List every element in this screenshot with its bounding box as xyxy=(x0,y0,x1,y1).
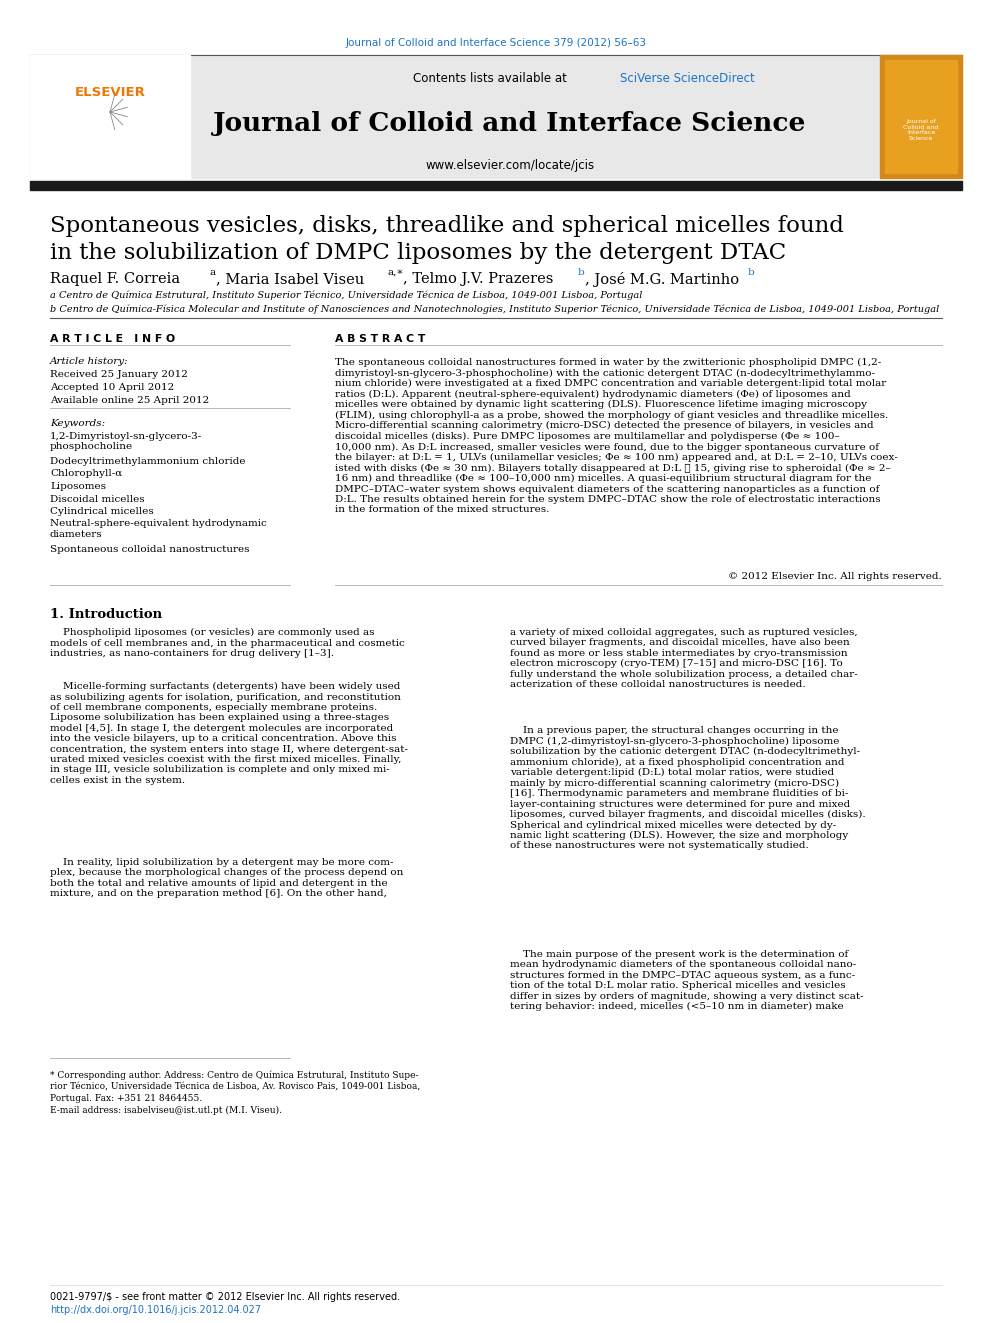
Text: a variety of mixed colloidal aggregates, such as ruptured vesicles,
curved bilay: a variety of mixed colloidal aggregates,… xyxy=(510,628,858,689)
Text: Accepted 10 April 2012: Accepted 10 April 2012 xyxy=(50,382,175,392)
Text: b: b xyxy=(748,269,755,277)
Text: The spontaneous colloidal nanostructures formed in water by the zwitterionic pho: The spontaneous colloidal nanostructures… xyxy=(335,359,898,515)
Bar xyxy=(30,56,962,179)
Text: 0021-9797/$ - see front matter © 2012 Elsevier Inc. All rights reserved.: 0021-9797/$ - see front matter © 2012 El… xyxy=(50,1293,400,1302)
Text: Phospholipid liposomes (or vesicles) are commonly used as
models of cell membran: Phospholipid liposomes (or vesicles) are… xyxy=(50,628,405,658)
Text: , Maria Isabel Viseu: , Maria Isabel Viseu xyxy=(216,273,364,286)
Text: Liposomes: Liposomes xyxy=(50,482,106,491)
Text: www.elsevier.com/locate/jcis: www.elsevier.com/locate/jcis xyxy=(426,159,594,172)
Text: The main purpose of the present work is the determination of
mean hydrodynamic d: The main purpose of the present work is … xyxy=(510,950,864,1011)
Text: b Centro de Química-Física Molecular and Institute of Nanosciences and Nanotechn: b Centro de Química-Física Molecular and… xyxy=(50,304,939,314)
Text: © 2012 Elsevier Inc. All rights reserved.: © 2012 Elsevier Inc. All rights reserved… xyxy=(728,572,942,581)
Text: a Centro de Química Estrutural, Instituto Superior Técnico, Universidade Técnica: a Centro de Química Estrutural, Institut… xyxy=(50,291,643,300)
Text: Neutral-sphere-equivalent hydrodynamic
diameters: Neutral-sphere-equivalent hydrodynamic d… xyxy=(50,520,267,538)
Text: A R T I C L E   I N F O: A R T I C L E I N F O xyxy=(50,333,176,344)
Text: In a previous paper, the structural changes occurring in the
DMPC (1,2-dimyristo: In a previous paper, the structural chan… xyxy=(510,726,866,851)
Text: A B S T R A C T: A B S T R A C T xyxy=(335,333,426,344)
Text: rior Técnico, Universidade Técnica de Lisboa, Av. Rovisco Pais, 1049-001 Lisboa,: rior Técnico, Universidade Técnica de Li… xyxy=(50,1082,421,1091)
Text: a,∗: a,∗ xyxy=(388,269,405,277)
Text: , Telmo J.V. Prazeres: , Telmo J.V. Prazeres xyxy=(403,273,554,286)
Text: Raquel F. Correia: Raquel F. Correia xyxy=(50,273,181,286)
Bar xyxy=(30,56,190,179)
Text: * Corresponding author. Address: Centro de Química Estrutural, Instituto Supe-: * Corresponding author. Address: Centro … xyxy=(50,1070,419,1080)
Text: ELSEVIER: ELSEVIER xyxy=(74,86,146,99)
Text: Journal of Colloid and Interface Science: Journal of Colloid and Interface Science xyxy=(213,111,806,135)
Text: Portugal. Fax: +351 21 8464455.: Portugal. Fax: +351 21 8464455. xyxy=(50,1094,202,1103)
Text: b: b xyxy=(578,269,584,277)
Text: SciVerse ScienceDirect: SciVerse ScienceDirect xyxy=(620,71,755,85)
Text: In reality, lipid solubilization by a detergent may be more com-
plex, because t: In reality, lipid solubilization by a de… xyxy=(50,859,404,898)
Text: Dodecyltrimethylammonium chloride: Dodecyltrimethylammonium chloride xyxy=(50,456,245,466)
Text: 1. Introduction: 1. Introduction xyxy=(50,609,162,620)
Text: Cylindrical micelles: Cylindrical micelles xyxy=(50,507,154,516)
Text: Received 25 January 2012: Received 25 January 2012 xyxy=(50,370,187,378)
Text: Keywords:: Keywords: xyxy=(50,419,105,429)
Bar xyxy=(885,60,957,173)
Text: in the solubilization of DMPC liposomes by the detergent DTAC: in the solubilization of DMPC liposomes … xyxy=(50,242,787,265)
Text: Spontaneous vesicles, disks, threadlike and spherical micelles found: Spontaneous vesicles, disks, threadlike … xyxy=(50,216,844,237)
Text: E-mail address: isabelviseu@ist.utl.pt (M.I. Viseu).: E-mail address: isabelviseu@ist.utl.pt (… xyxy=(50,1106,282,1115)
Text: Available online 25 April 2012: Available online 25 April 2012 xyxy=(50,396,209,405)
Text: Journal of
Colloid and
Interface
Science: Journal of Colloid and Interface Science xyxy=(904,119,938,142)
Text: 1,2-Dimyristoyl-sn-glycero-3-
phosphocholine: 1,2-Dimyristoyl-sn-glycero-3- phosphocho… xyxy=(50,433,202,451)
Text: Micelle-forming surfactants (detergents) have been widely used
as solubilizing a: Micelle-forming surfactants (detergents)… xyxy=(50,681,408,785)
Text: Contents lists available at: Contents lists available at xyxy=(413,71,570,85)
Text: Discoidal micelles: Discoidal micelles xyxy=(50,495,145,504)
Text: Spontaneous colloidal nanostructures: Spontaneous colloidal nanostructures xyxy=(50,545,250,553)
Text: Chlorophyll-α: Chlorophyll-α xyxy=(50,470,122,479)
Bar xyxy=(880,56,962,179)
Text: , José M.G. Martinho: , José M.G. Martinho xyxy=(585,273,739,287)
Text: Journal of Colloid and Interface Science 379 (2012) 56–63: Journal of Colloid and Interface Science… xyxy=(345,38,647,48)
Bar xyxy=(30,181,962,191)
Text: Article history:: Article history: xyxy=(50,357,129,366)
Text: a: a xyxy=(210,269,216,277)
Text: http://dx.doi.org/10.1016/j.jcis.2012.04.027: http://dx.doi.org/10.1016/j.jcis.2012.04… xyxy=(50,1304,261,1315)
